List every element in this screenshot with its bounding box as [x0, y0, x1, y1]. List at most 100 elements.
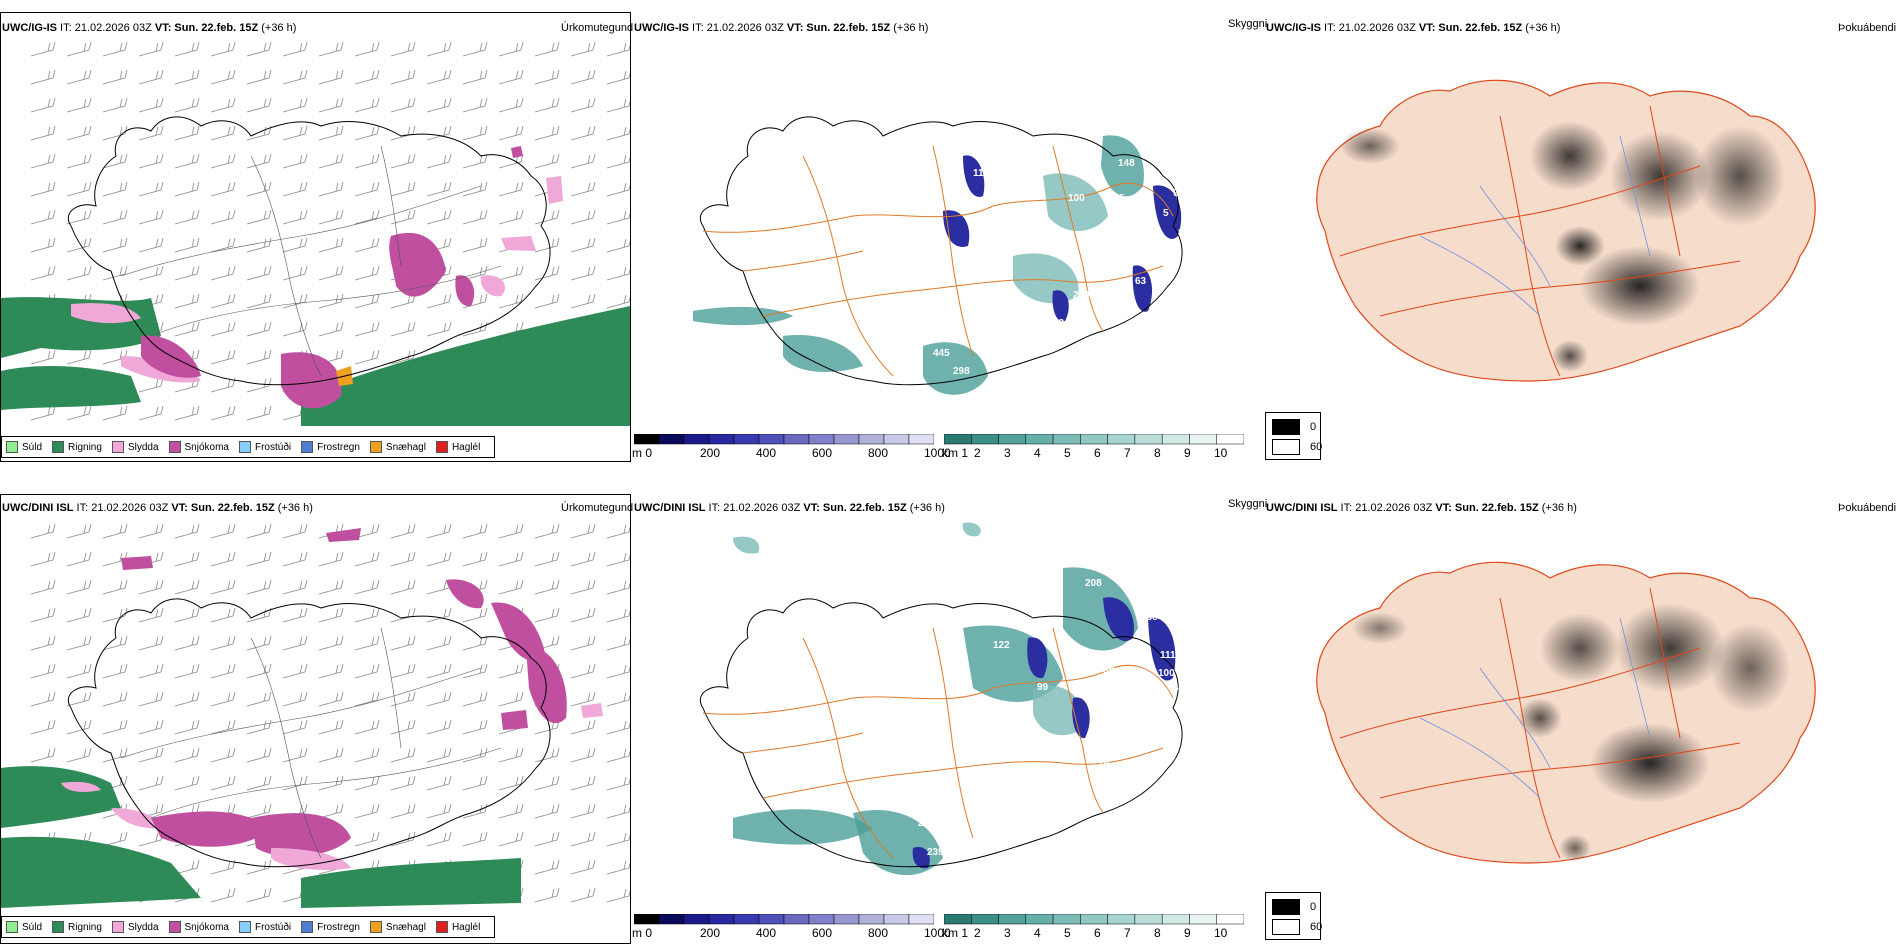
legend-label: Frostregn: [317, 921, 360, 933]
wind-barb: [606, 636, 630, 651]
wind-barb: [570, 775, 596, 791]
wind-barb: [246, 635, 272, 651]
wind-barb: [426, 321, 452, 337]
wind-barb: [354, 775, 380, 791]
wind-barb: [210, 293, 236, 309]
wind-barb: [318, 747, 344, 763]
visibility-value-label: 117: [1138, 725, 1155, 736]
wind-barb: [498, 41, 524, 57]
legend-item: Haglél: [435, 441, 480, 453]
colorbar-segment: [1025, 914, 1054, 925]
wind-barb: [498, 125, 524, 141]
legend-label: Rigning: [68, 921, 102, 933]
fog-legend: 0 60: [1265, 892, 1322, 940]
wind-barb: [426, 635, 452, 651]
wind-barb: [246, 69, 272, 85]
precip-type-legend: Súld Rigning Slydda Snjókoma Frostúði Frostre…: [1, 436, 496, 458]
wind-barb: [606, 294, 630, 309]
visibility-value-label: 185: [1133, 676, 1150, 687]
legend-swatch: [369, 921, 382, 933]
visibility-value-label: 63: [1135, 276, 1147, 287]
wind-barb: [210, 405, 236, 421]
wind-barb: [66, 97, 92, 113]
wind-barb: [174, 719, 200, 735]
wind-barb: [534, 551, 560, 567]
wind-barb: [66, 719, 92, 735]
colorbar-segment: [683, 434, 710, 445]
wind-barb: [426, 803, 452, 819]
wind-barb: [210, 265, 236, 281]
visibility-value-label: 148: [983, 193, 1000, 204]
wind-barb: [138, 125, 164, 141]
wind-barb: [570, 831, 596, 847]
snow-area: [501, 710, 528, 730]
wind-barb: [462, 719, 488, 735]
wind-barb: [354, 69, 380, 85]
wind-barb: [462, 153, 488, 169]
wind-barb: [102, 719, 128, 735]
vis-map-title: Skyggni: [1228, 498, 1268, 510]
wind-barb: [282, 97, 308, 113]
wind-barb: [606, 182, 630, 197]
wind-barb: [102, 265, 128, 281]
wind-barb: [246, 293, 272, 309]
wind-barb: [570, 719, 596, 735]
wind-barb: [606, 266, 630, 281]
wind-barb: [390, 523, 416, 539]
wind-barb: [354, 663, 380, 679]
vis-map-header: UWC/IG-IS IT: 21.02.2026 03Z VT: Sun. 22…: [634, 22, 929, 34]
wind-barb: [30, 209, 56, 225]
legend-label: Slydda: [127, 921, 159, 933]
wind-barb: [282, 209, 308, 225]
wind-barb: [210, 663, 236, 679]
fog-legend: 0 60: [1265, 412, 1322, 460]
wind-barb: [210, 719, 236, 735]
colorbar-segment: [1134, 434, 1163, 445]
wind-barb: [138, 719, 164, 735]
wind-barb: [606, 860, 630, 875]
wind-barb: [426, 607, 452, 623]
wind-barb: [462, 125, 488, 141]
wind-barb: [102, 97, 128, 113]
wind-barb: [138, 153, 164, 169]
visibility-value-label: 106: [1103, 316, 1120, 327]
wind-barb: [354, 349, 380, 365]
wind-barb: [606, 524, 630, 539]
fog-map-title: Þokuábendi: [1838, 502, 1897, 514]
wind-barb: [354, 41, 380, 57]
low-vis-area: [693, 306, 793, 326]
wind-barb: [390, 181, 416, 197]
colorbar-tick-label: 7: [1124, 446, 1131, 460]
colorbar-tick-label: 1000: [924, 446, 951, 460]
colorbar-segment: [683, 914, 710, 925]
legend-item: Frostregn: [301, 441, 360, 453]
wind-barb: [426, 69, 452, 85]
wind-barb: [354, 265, 380, 281]
wind-barb: [534, 747, 560, 763]
colorbar-segment: [1080, 434, 1108, 445]
legend-swatch: [301, 921, 314, 933]
wind-barb: [606, 608, 630, 623]
colorbar-tick-label: 2: [974, 446, 981, 460]
wind-barb: [498, 69, 524, 85]
wind-barb: [66, 607, 92, 623]
low-vis-area: [783, 335, 863, 372]
colorbar-segment: [971, 914, 999, 925]
fog-map-header: UWC/IG-IS IT: 21.02.2026 03Z VT: Sun. 22…: [1266, 22, 1561, 34]
legend-swatch: [111, 441, 124, 453]
colorbar-segment: [634, 914, 660, 925]
wind-barb: [138, 405, 164, 421]
wind-barb: [354, 97, 380, 113]
wind-barb: [210, 775, 236, 791]
wind-barb: [282, 551, 308, 567]
wind-barb: [282, 747, 308, 763]
roads: [1339, 587, 1741, 859]
colorbar-segment: [1080, 914, 1108, 925]
wind-barb: [210, 237, 236, 253]
wind-barb: [66, 237, 92, 253]
wind-barb: [570, 237, 596, 253]
wind-barb: [174, 775, 200, 791]
wind-barb: [174, 97, 200, 113]
wind-barb: [606, 580, 630, 595]
visibility-value-label: 100: [1158, 668, 1175, 679]
